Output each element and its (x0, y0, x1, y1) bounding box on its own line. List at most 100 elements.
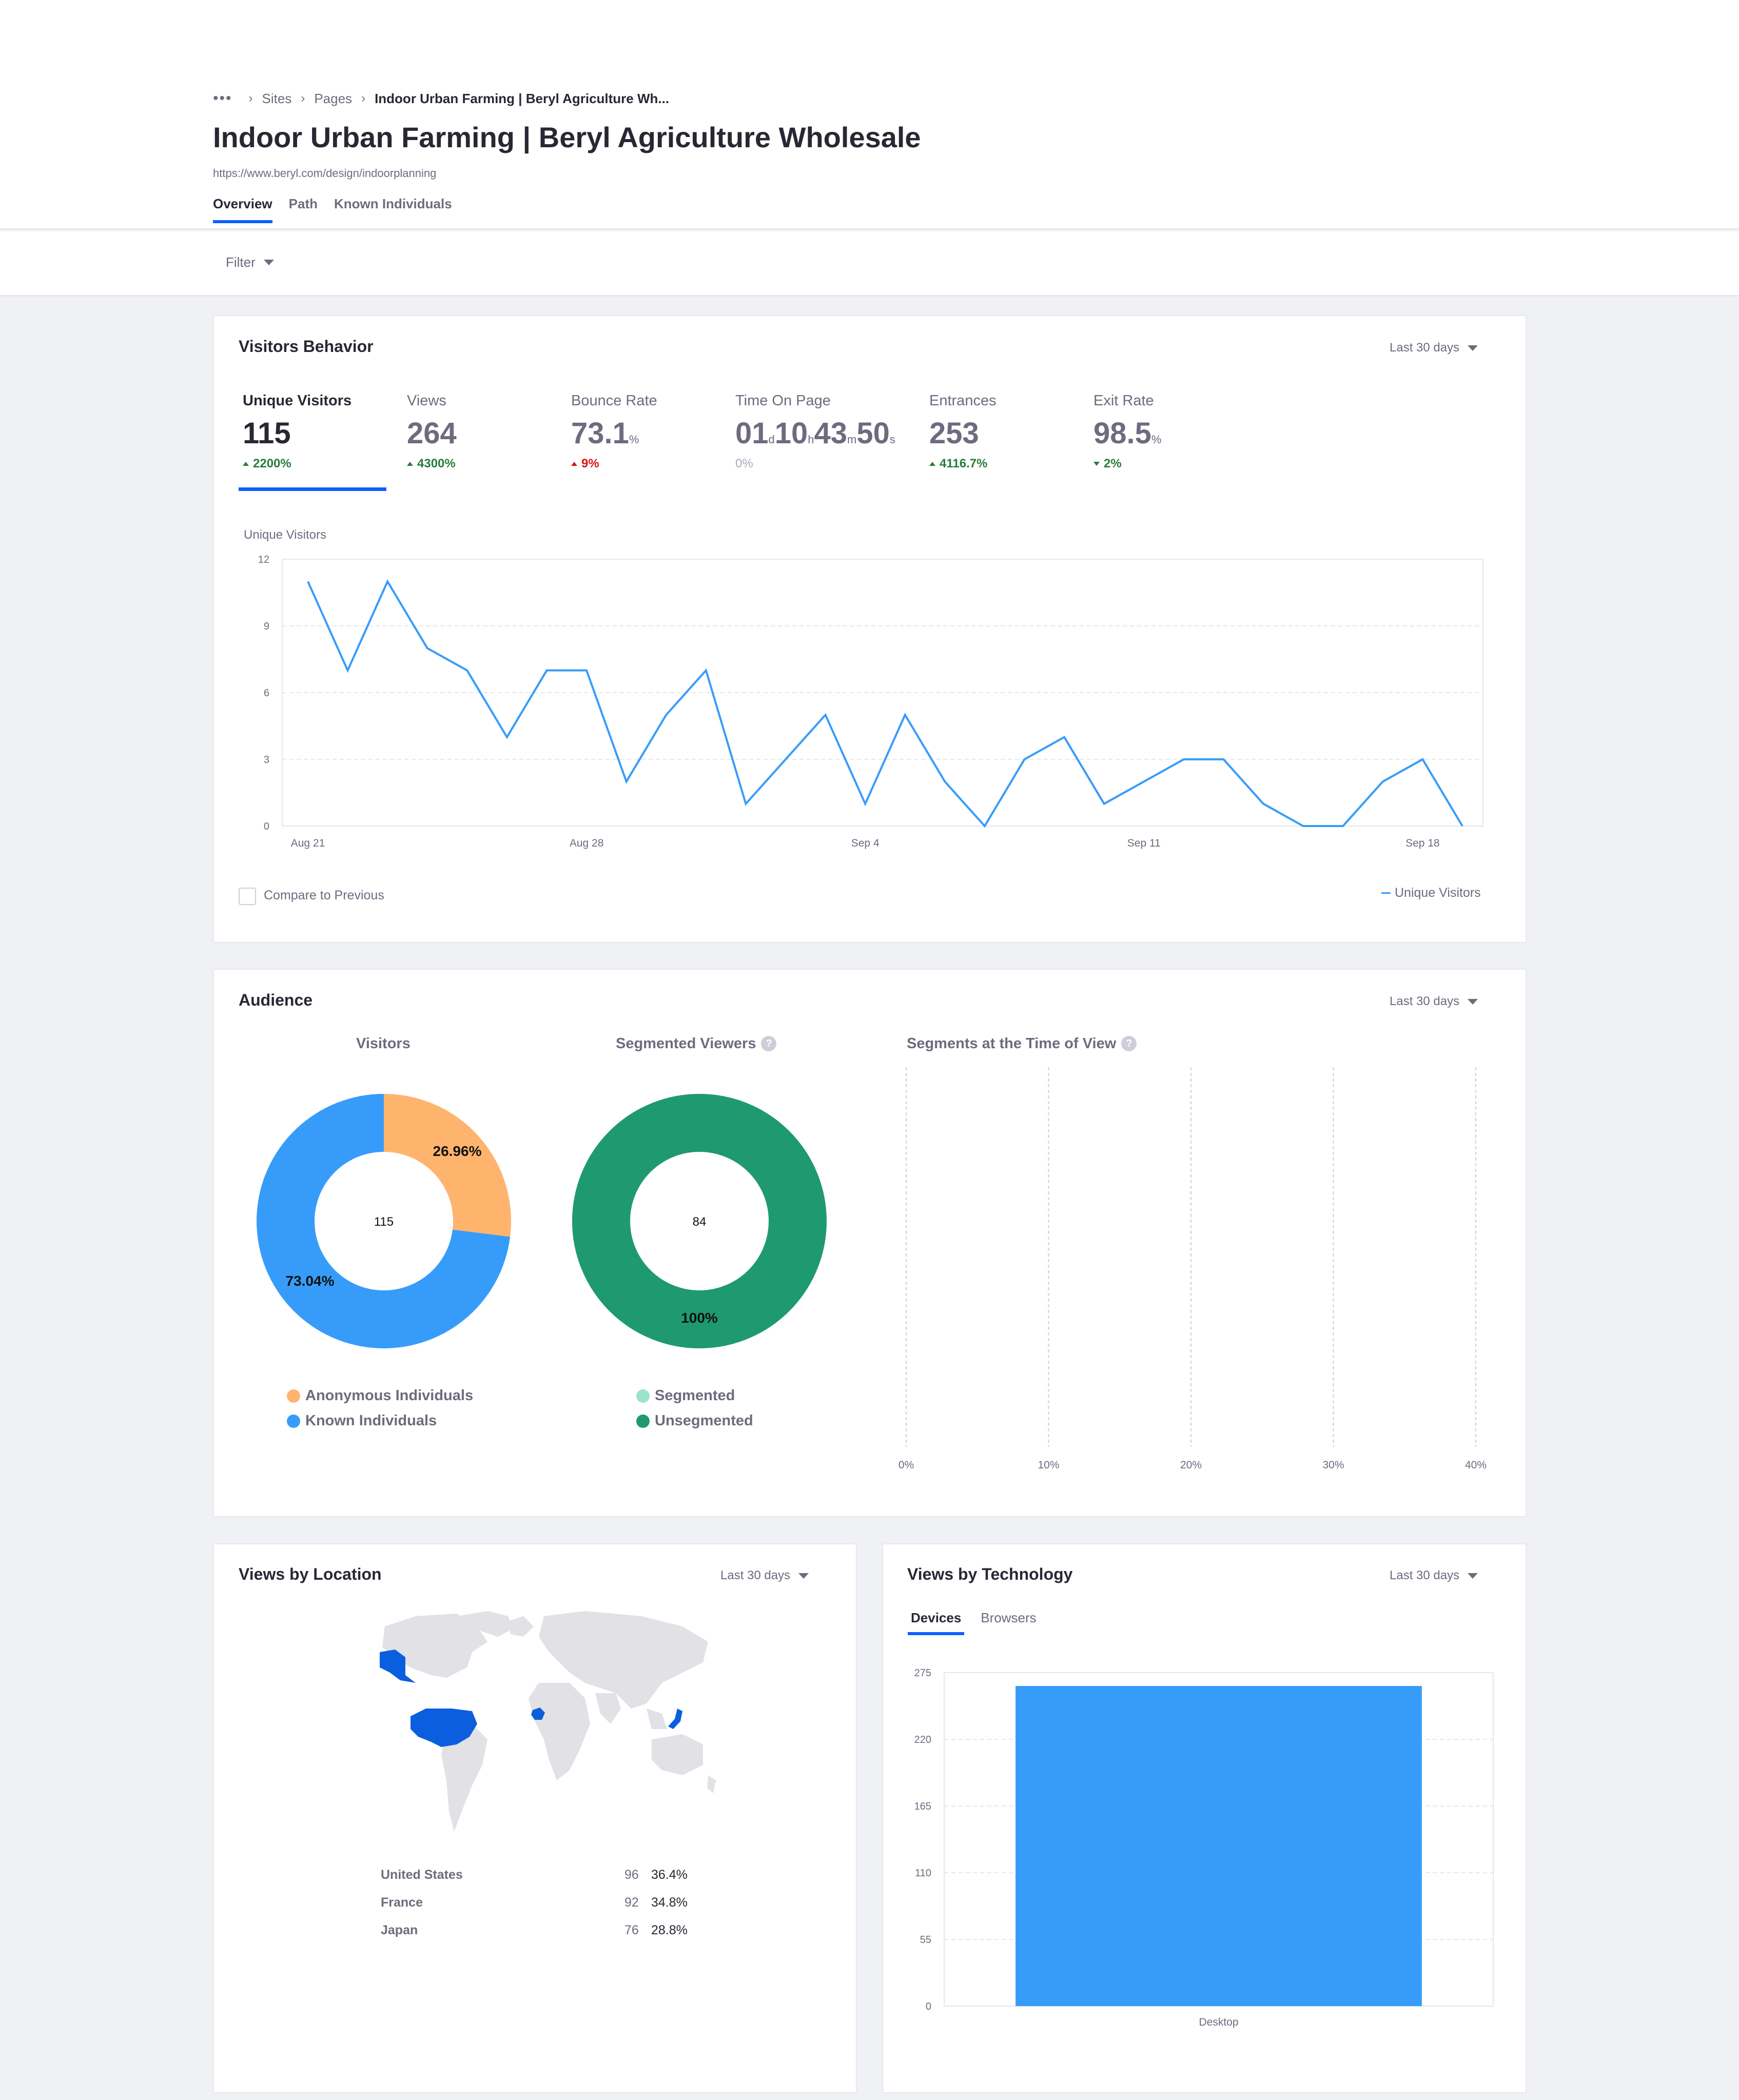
location-country: France (381, 1895, 423, 1910)
metric-bounce-rate[interactable]: Bounce Rate 73.1% 9% (571, 392, 657, 471)
arrow-up-icon (571, 462, 577, 466)
x-tick-label: Sep 4 (851, 837, 880, 849)
segmented-viewers-label: Segmented Viewers (616, 1035, 756, 1052)
tab-path[interactable]: Path (288, 196, 318, 211)
breadcrumb-item-pages[interactable]: Pages (314, 90, 353, 106)
y-tick-label: 165 (914, 1801, 931, 1812)
series-line-unique-visitors (307, 579, 1463, 828)
page-url: https://www.beryl.com/design/indoorplann… (213, 167, 437, 180)
metric-change-value: 2200% (253, 457, 291, 470)
y-tick-label: 9 (264, 621, 269, 632)
x-tick-label: 0% (898, 1459, 914, 1471)
segments-time-label: Segments at the Time of View (907, 1035, 1117, 1052)
help-icon[interactable]: ? (761, 1036, 777, 1051)
slice-label: 73.04% (286, 1273, 335, 1289)
metric-change: 2% (1093, 457, 1161, 471)
location-country: Japan (381, 1923, 418, 1937)
page-tabs: Overview Path Known Individuals (213, 196, 452, 223)
y-tick-label: 0 (264, 821, 269, 832)
time-days: 01 (735, 417, 769, 450)
legend-label: Segmented (655, 1387, 735, 1404)
caret-down-icon (798, 1573, 809, 1579)
location-count: 96 (624, 1868, 639, 1882)
compare-checkbox[interactable] (239, 888, 256, 905)
donut-total: 115 (374, 1215, 394, 1229)
metric-value: 253 (929, 417, 979, 450)
metric-change: 4300% (407, 457, 457, 471)
x-tick-label: 10% (1038, 1459, 1059, 1471)
location-row: France 92 34.8% (381, 1895, 689, 1910)
donut-slice (257, 1094, 511, 1348)
filter-bar (0, 231, 1739, 297)
location-count: 92 (624, 1895, 639, 1910)
slice-label: 26.96% (433, 1143, 482, 1159)
x-tick-label: 20% (1180, 1459, 1202, 1471)
legend-label: Unsegmented (655, 1412, 753, 1429)
metric-change: 0% (735, 457, 895, 471)
metric-label: Bounce Rate (571, 392, 657, 409)
highlighted-countries (380, 1650, 682, 1747)
slice-label: 100% (681, 1310, 718, 1326)
technology-range-dropdown[interactable]: Last 30 days (1390, 1568, 1478, 1583)
segmented-viewers-title: Segmented Viewers? (616, 1035, 777, 1052)
time-seconds: 50 (856, 417, 890, 450)
legend-dot (636, 1414, 650, 1428)
help-icon[interactable]: ? (1121, 1036, 1137, 1051)
visitors-behavior-range-dropdown[interactable]: Last 30 days (1390, 341, 1478, 355)
y-tick-label: 275 (914, 1667, 931, 1679)
time-days-unit: d (768, 433, 775, 446)
tab-browsers[interactable]: Browsers (981, 1610, 1037, 1625)
arrow-up-icon (929, 462, 935, 466)
y-tick-label: 55 (920, 1934, 931, 1946)
legend-known-individuals: Known Individuals (287, 1412, 437, 1429)
metric-change: 9% (571, 457, 657, 471)
donut-total: 84 (693, 1215, 707, 1229)
metric-entrances[interactable]: Entrances 253 4116.7% (929, 392, 996, 471)
tab-devices[interactable]: Devices (907, 1610, 965, 1635)
legend-dot (636, 1389, 650, 1403)
donut-slice (384, 1094, 511, 1237)
breadcrumb-item-sites[interactable]: Sites (262, 90, 292, 106)
y-tick-label: 220 (914, 1734, 931, 1745)
range-label: Last 30 days (720, 1568, 791, 1582)
location-percent: 28.8% (651, 1923, 688, 1937)
metric-views[interactable]: Views 264 4300% (407, 392, 457, 471)
tab-overview[interactable]: Overview (213, 196, 272, 223)
visitors-donut-chart: 26.96% 73.04% 115 (257, 1094, 511, 1348)
location-country: United States (381, 1868, 463, 1882)
time-minutes: 43 (814, 417, 848, 450)
breadcrumb-more-icon[interactable]: ••• (213, 90, 232, 107)
range-label: Last 30 days (1390, 341, 1460, 355)
audience-range-dropdown[interactable]: Last 30 days (1390, 994, 1478, 1009)
bar-desktop (1015, 1686, 1422, 2006)
metric-change-value: 0% (735, 457, 753, 470)
active-metric-indicator (239, 487, 386, 491)
tab-known-individuals[interactable]: Known Individuals (334, 196, 452, 211)
breadcrumb: ••• › Sites › Pages › Indoor Urban Farmi… (213, 88, 669, 109)
y-tick-label: 6 (264, 688, 269, 699)
y-tick-label: 110 (915, 1868, 931, 1879)
legend-dot (287, 1414, 300, 1428)
audience-card (213, 969, 1527, 1517)
legend-unsegmented: Unsegmented (636, 1412, 753, 1429)
legend-label: Anonymous Individuals (305, 1387, 474, 1404)
metric-label: Unique Visitors (243, 392, 352, 409)
location-percent: 36.4% (651, 1868, 688, 1882)
caret-down-icon (263, 260, 274, 265)
legend-segmented: Segmented (636, 1387, 735, 1404)
metric-change-value: 9% (581, 457, 599, 470)
segments-time-title: Segments at the Time of View? (907, 1035, 1137, 1052)
filter-dropdown[interactable]: Filter (226, 254, 274, 270)
unique-visitors-line-chart: Unique Visitors 0 3 6 9 12 Aug 21 Aug 28 Sep 4 Se… (244, 528, 1483, 849)
segments-time-chart: 0% 10% 20% 30% 40% (898, 1067, 1487, 1471)
metric-value-number: 98.5 (1093, 417, 1151, 450)
metric-exit-rate[interactable]: Exit Rate 98.5% 2% (1093, 392, 1161, 471)
chevron-right-icon: › (361, 91, 366, 105)
location-row: United States 96 36.4% (381, 1868, 689, 1882)
breadcrumb-current: Indoor Urban Farming | Beryl Agriculture… (375, 90, 670, 106)
location-range-dropdown[interactable]: Last 30 days (720, 1568, 809, 1583)
metric-time-on-page[interactable]: Time On Page 01d10h43m50s 0% (735, 392, 895, 471)
devices-bar-chart: 0 55 110 165 220 275 Desktop (914, 1667, 1494, 2028)
metric-unique-visitors[interactable]: Unique Visitors 115 2200% (243, 392, 351, 471)
metric-change-value: 4300% (417, 457, 456, 470)
